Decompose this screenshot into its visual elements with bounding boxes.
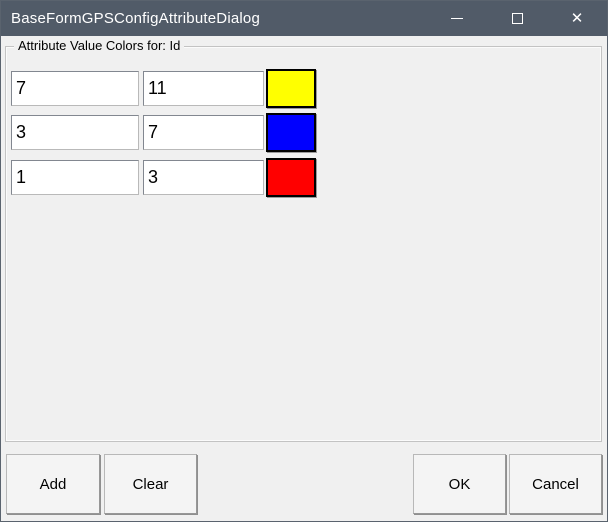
color-swatch-blue[interactable]: [266, 113, 316, 152]
add-button[interactable]: Add: [6, 454, 100, 514]
clear-button[interactable]: Clear: [104, 454, 197, 514]
range-low-input-3[interactable]: [11, 160, 139, 195]
close-button[interactable]: ✕: [547, 1, 607, 36]
attribute-row: [11, 69, 316, 108]
range-low-input-2[interactable]: [11, 115, 139, 150]
groupbox-label: Attribute Value Colors for: Id: [14, 38, 185, 53]
attribute-colors-groupbox: [5, 46, 602, 442]
range-low-input-1[interactable]: [11, 71, 139, 106]
attribute-row: [11, 158, 316, 197]
minimize-icon: [451, 18, 463, 19]
color-swatch-red[interactable]: [266, 158, 316, 197]
close-icon: ✕: [570, 10, 584, 27]
titlebar[interactable]: BaseFormGPSConfigAttributeDialog ✕: [1, 1, 607, 36]
cancel-button[interactable]: Cancel: [509, 454, 602, 514]
window-title: BaseFormGPSConfigAttributeDialog: [11, 10, 261, 27]
ok-button[interactable]: OK: [413, 454, 506, 514]
range-high-input-2[interactable]: [143, 115, 264, 150]
attribute-row: [11, 113, 316, 152]
color-swatch-yellow[interactable]: [266, 69, 316, 108]
minimize-button[interactable]: [427, 1, 487, 36]
caption-buttons: ✕: [427, 1, 607, 36]
maximize-button[interactable]: [487, 1, 547, 36]
range-high-input-3[interactable]: [143, 160, 264, 195]
range-high-input-1[interactable]: [143, 71, 264, 106]
maximize-icon: [511, 13, 523, 24]
